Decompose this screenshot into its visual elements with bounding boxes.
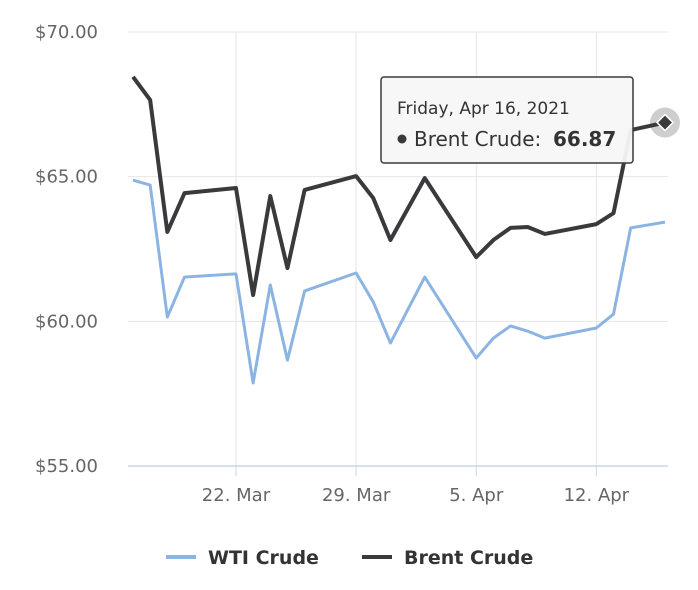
tooltip: Friday, Apr 16, 2021 Brent Crude: 66.87 xyxy=(380,76,634,164)
tooltip-label: Brent Crude: xyxy=(414,127,541,151)
y-tick-label: $55.00 xyxy=(35,456,98,477)
line xyxy=(132,178,666,385)
x-tick-label: 22. Mar xyxy=(202,485,271,506)
x-tick-label: 5. Apr xyxy=(449,485,504,506)
legend-label: Brent Crude xyxy=(404,547,533,569)
line xyxy=(131,75,666,298)
tooltip-box xyxy=(380,76,634,164)
legend-label: WTI Crude xyxy=(208,547,319,569)
tooltip-title: Friday, Apr 16, 2021 xyxy=(397,99,570,119)
y-tick-label: $60.00 xyxy=(35,311,98,332)
x-tick-label: 29. Mar xyxy=(322,485,391,506)
tooltip-dot xyxy=(397,134,407,144)
x-tick-label: 12. Apr xyxy=(564,485,630,506)
y-tick-label: $65.00 xyxy=(35,167,98,188)
tooltip-value: 66.87 xyxy=(553,127,616,151)
hover-point xyxy=(655,113,675,132)
y-tick-label: $70.00 xyxy=(35,22,98,43)
